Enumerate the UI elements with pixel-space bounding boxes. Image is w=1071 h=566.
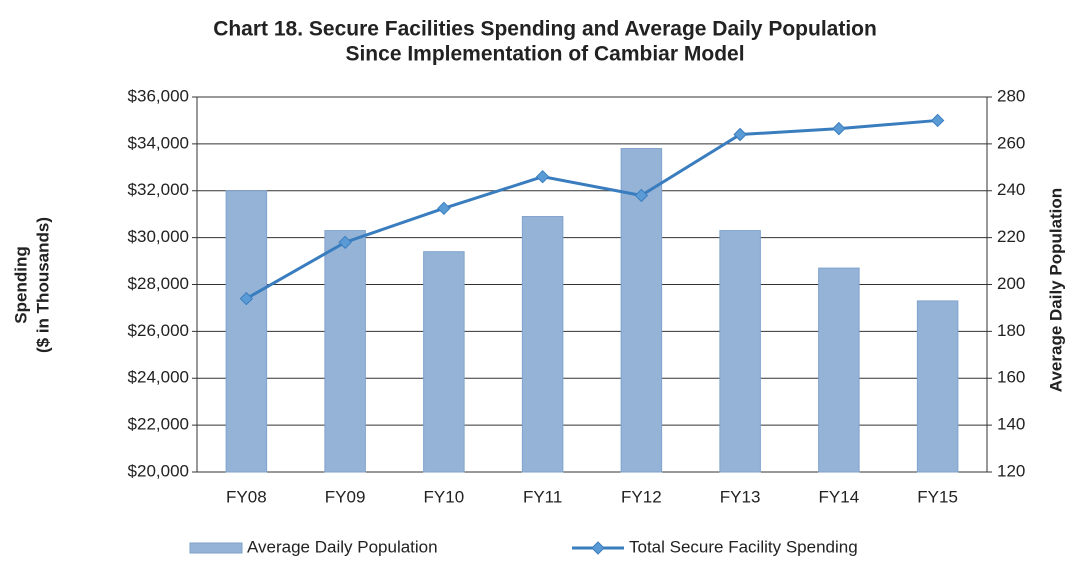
line bbox=[245, 118, 938, 300]
legend-marker bbox=[591, 541, 605, 555]
bar bbox=[423, 251, 465, 473]
y-tick-label: $32,000 bbox=[128, 180, 189, 199]
y-axis-label: ($ in Thousands) bbox=[33, 217, 52, 353]
y-tick-label: $30,000 bbox=[128, 227, 189, 246]
y2-tick-label: 140 bbox=[997, 415, 1025, 434]
x-tick-label: FY14 bbox=[819, 487, 860, 506]
chart-title: Since Implementation of Cambiar Model bbox=[345, 43, 744, 66]
x-tick-label: FY11 bbox=[523, 487, 562, 506]
marker bbox=[634, 188, 649, 203]
y2-tick-label: 280 bbox=[997, 86, 1025, 105]
y-tick-label: $34,000 bbox=[128, 133, 189, 152]
y-axis-label: Spending bbox=[11, 246, 30, 323]
bar bbox=[521, 216, 564, 473]
y2-tick-label: 120 bbox=[997, 461, 1025, 480]
y-tick-label: $24,000 bbox=[128, 368, 189, 387]
y-tick-label: $26,000 bbox=[128, 321, 189, 340]
x-tick-label: FY08 bbox=[226, 487, 267, 506]
marker bbox=[733, 127, 747, 142]
legend-swatch bbox=[189, 542, 243, 554]
bar bbox=[225, 190, 268, 473]
y-tick-label: $22,000 bbox=[128, 415, 189, 434]
y2-tick-label: 260 bbox=[997, 133, 1025, 152]
bar bbox=[324, 230, 366, 473]
y2-tick-label: 160 bbox=[997, 368, 1025, 387]
chart-title: Chart 18. Secure Facilities Spending and… bbox=[213, 18, 877, 41]
marker bbox=[437, 201, 451, 216]
x-tick-label: FY10 bbox=[424, 487, 465, 506]
x-tick-label: FY12 bbox=[621, 487, 662, 506]
y2-tick-label: 200 bbox=[997, 274, 1025, 293]
marker bbox=[338, 235, 352, 250]
marker bbox=[535, 169, 550, 184]
y2-tick-label: 220 bbox=[997, 227, 1025, 246]
bar bbox=[620, 148, 663, 473]
y2-tick-label: 240 bbox=[997, 180, 1025, 199]
y-tick-label: $36,000 bbox=[128, 86, 189, 105]
x-tick-label: FY13 bbox=[720, 487, 761, 506]
y2-tick-label: 180 bbox=[997, 321, 1025, 340]
x-tick-label: FY15 bbox=[917, 487, 958, 506]
y2-axis-label: Average Daily Population bbox=[1046, 188, 1065, 392]
marker bbox=[930, 113, 945, 128]
legend-label: Average Daily Population bbox=[247, 537, 438, 556]
marker bbox=[239, 291, 254, 306]
y-tick-label: $28,000 bbox=[128, 274, 189, 293]
marker bbox=[832, 121, 846, 136]
bar bbox=[916, 300, 959, 473]
y-tick-label: $20,000 bbox=[128, 461, 189, 480]
bar bbox=[818, 267, 860, 473]
bar bbox=[719, 230, 761, 473]
x-tick-label: FY09 bbox=[325, 487, 366, 506]
legend-label: Total Secure Facility Spending bbox=[629, 537, 858, 556]
